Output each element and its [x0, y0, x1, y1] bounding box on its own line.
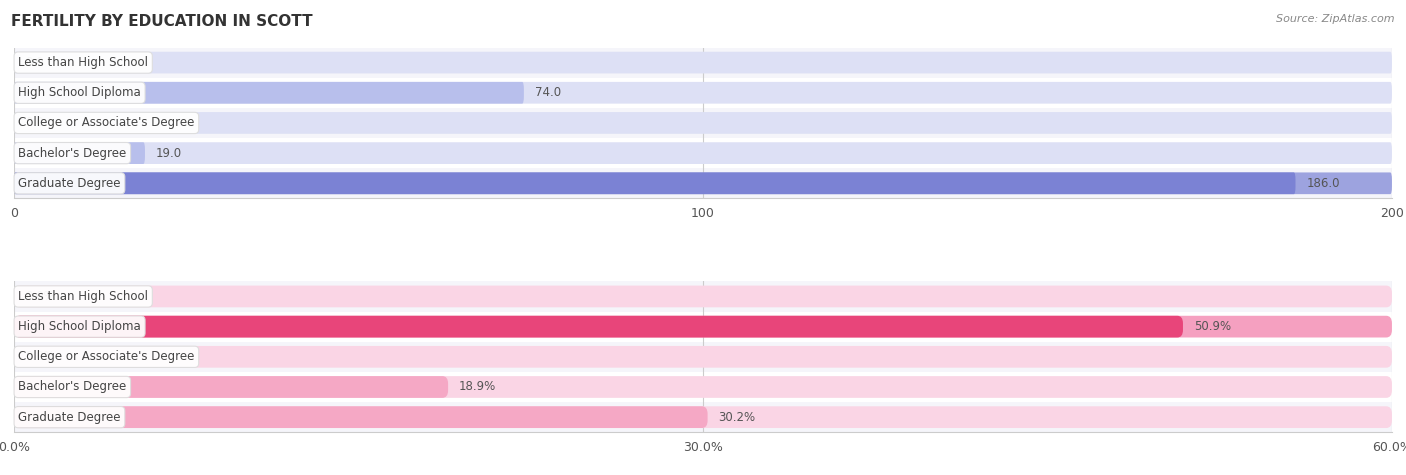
- Text: 0.0: 0.0: [25, 56, 44, 69]
- FancyBboxPatch shape: [14, 406, 1392, 428]
- FancyBboxPatch shape: [14, 346, 1392, 368]
- Text: Bachelor's Degree: Bachelor's Degree: [18, 380, 127, 393]
- Bar: [14, 48, 1392, 78]
- Text: Source: ZipAtlas.com: Source: ZipAtlas.com: [1277, 14, 1395, 24]
- Text: 50.9%: 50.9%: [1194, 320, 1232, 333]
- Bar: [14, 168, 1392, 199]
- Bar: [14, 108, 1392, 138]
- FancyBboxPatch shape: [14, 172, 1295, 194]
- Bar: [14, 78, 1392, 108]
- Bar: [14, 372, 1392, 402]
- Bar: [14, 402, 1392, 432]
- FancyBboxPatch shape: [14, 52, 1392, 74]
- FancyBboxPatch shape: [14, 285, 1392, 307]
- Text: Bachelor's Degree: Bachelor's Degree: [18, 147, 127, 160]
- Text: 30.2%: 30.2%: [718, 411, 756, 424]
- Text: 19.0: 19.0: [156, 147, 183, 160]
- Bar: [14, 138, 1392, 168]
- FancyBboxPatch shape: [14, 376, 449, 398]
- FancyBboxPatch shape: [14, 316, 1182, 338]
- FancyBboxPatch shape: [14, 142, 145, 164]
- Text: High School Diploma: High School Diploma: [18, 320, 141, 333]
- FancyBboxPatch shape: [14, 82, 524, 104]
- Text: High School Diploma: High School Diploma: [18, 86, 141, 99]
- Text: 0.0: 0.0: [25, 116, 44, 130]
- FancyBboxPatch shape: [14, 82, 1392, 104]
- Text: 74.0: 74.0: [534, 86, 561, 99]
- Bar: [14, 312, 1392, 342]
- Bar: [14, 342, 1392, 372]
- Text: Less than High School: Less than High School: [18, 56, 148, 69]
- FancyBboxPatch shape: [14, 142, 1392, 164]
- Text: 0.0%: 0.0%: [25, 290, 55, 303]
- Text: Graduate Degree: Graduate Degree: [18, 411, 121, 424]
- Text: 18.9%: 18.9%: [460, 380, 496, 393]
- FancyBboxPatch shape: [14, 376, 1392, 398]
- Text: FERTILITY BY EDUCATION IN SCOTT: FERTILITY BY EDUCATION IN SCOTT: [11, 14, 314, 29]
- FancyBboxPatch shape: [14, 406, 707, 428]
- FancyBboxPatch shape: [14, 316, 1392, 338]
- FancyBboxPatch shape: [14, 172, 1392, 194]
- Text: Less than High School: Less than High School: [18, 290, 148, 303]
- FancyBboxPatch shape: [14, 112, 1392, 134]
- Bar: [14, 281, 1392, 312]
- Text: College or Associate's Degree: College or Associate's Degree: [18, 350, 194, 363]
- Text: Graduate Degree: Graduate Degree: [18, 177, 121, 190]
- Text: College or Associate's Degree: College or Associate's Degree: [18, 116, 194, 130]
- Text: 186.0: 186.0: [1306, 177, 1340, 190]
- Text: 0.0%: 0.0%: [25, 350, 55, 363]
